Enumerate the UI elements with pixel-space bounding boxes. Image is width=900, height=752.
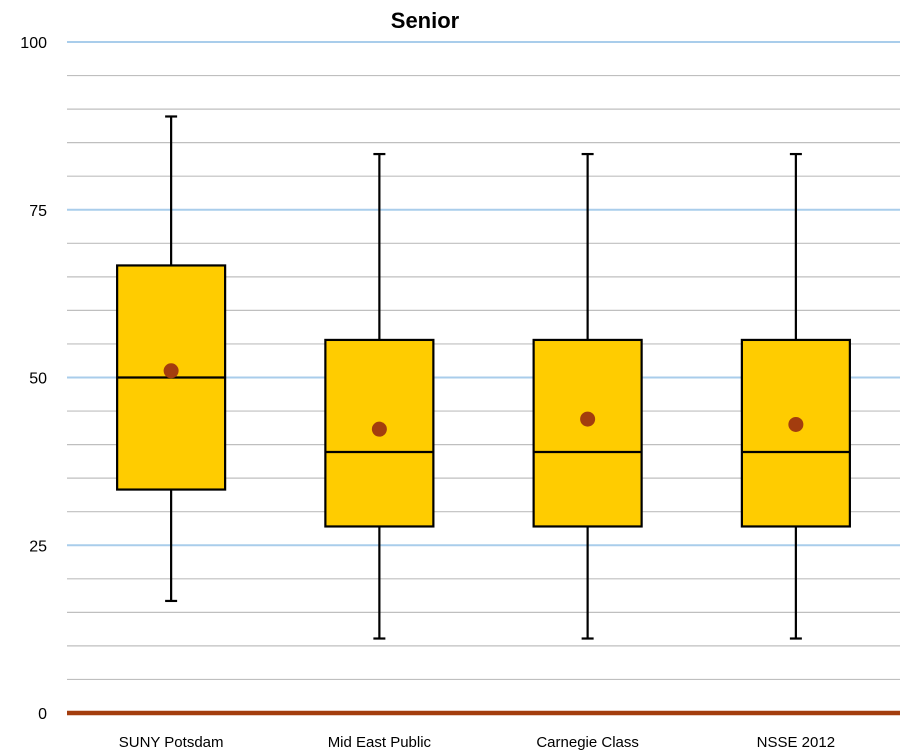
y-axis: 0 25 50 75 100: [20, 35, 47, 723]
box-suny-potsdam: [116, 115, 227, 603]
x-axis: SUNY Potsdam Mid East Public Carnegie Clas…: [67, 710, 900, 751]
y-tick-label: 0: [38, 706, 47, 723]
mean-marker: [371, 421, 387, 437]
x-category-label: NSSE 2012: [757, 734, 835, 751]
mean-marker: [580, 411, 596, 427]
iqr-box: [532, 338, 643, 528]
mean-marker: [788, 416, 804, 432]
iqr-box: [740, 338, 851, 528]
chart-title: Senior: [391, 8, 460, 33]
x-category-label: Mid East Public: [328, 734, 432, 751]
y-tick-label: 75: [29, 203, 47, 220]
x-category-label: SUNY Potsdam: [119, 734, 224, 751]
y-tick-label: 100: [20, 35, 47, 52]
mean-marker: [163, 363, 179, 379]
box-series: [116, 115, 851, 640]
x-category-label: Carnegie Class: [536, 734, 639, 751]
box-nsse-2012: [740, 152, 851, 640]
y-tick-label: 25: [29, 538, 47, 555]
box-mid-east-public: [324, 152, 435, 640]
box-carnegie-class: [532, 152, 643, 640]
y-tick-label: 50: [29, 371, 47, 388]
